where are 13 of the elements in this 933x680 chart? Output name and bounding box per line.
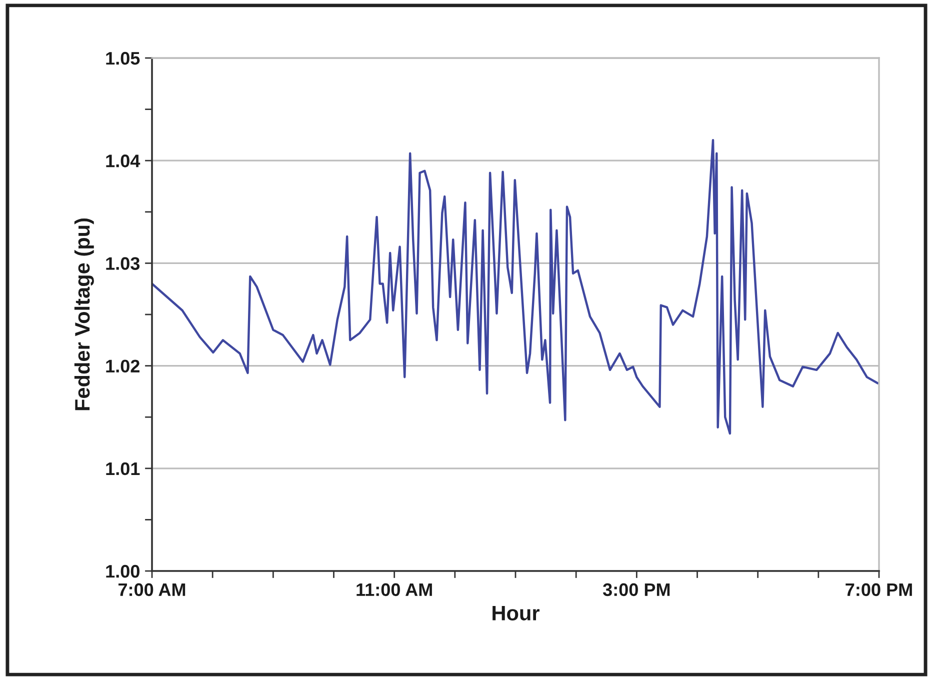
y-axis-title: Fedder Voltage (pu) <box>74 218 94 410</box>
x-axis-title: Hour <box>492 606 540 620</box>
y-tick-label: 1.04 <box>106 154 140 168</box>
x-tick-label: 11:00 AM <box>356 583 432 596</box>
x-tick-label: 3:00 PM <box>602 583 670 596</box>
x-tick-label: 7:00 AM <box>118 583 186 596</box>
y-tick-label: 1.05 <box>106 52 140 65</box>
y-tick-label: 1.00 <box>106 564 140 578</box>
y-tick-label: 1.03 <box>106 257 140 270</box>
y-tick-label: 1.02 <box>106 360 140 373</box>
y-tick-label: 1.01 <box>106 462 140 476</box>
x-tick-label: 7:00 PM <box>846 583 912 596</box>
line-series <box>152 138 879 435</box>
